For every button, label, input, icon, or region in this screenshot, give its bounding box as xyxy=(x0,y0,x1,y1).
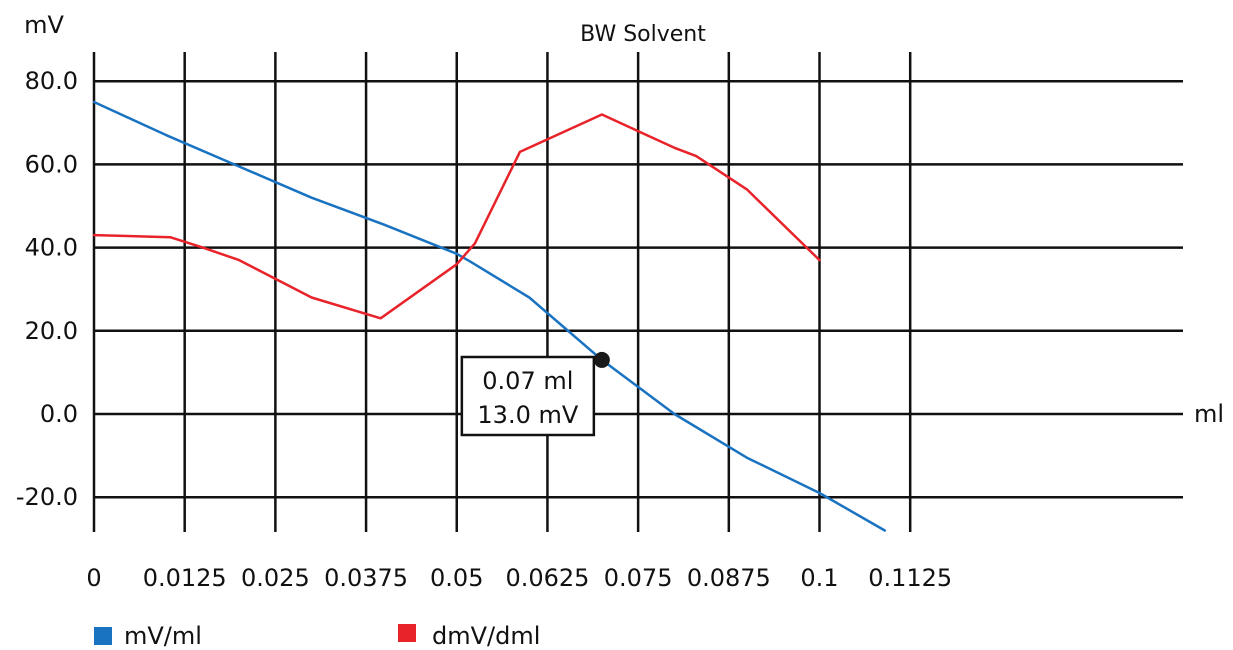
x-tick-label: 0.0875 xyxy=(687,564,771,592)
y-axis-unit-label: mV xyxy=(24,11,64,39)
y-tick-label: -20.0 xyxy=(16,483,78,511)
y-tick-label: 40.0 xyxy=(25,234,78,262)
y-tick-label: 0.0 xyxy=(40,400,78,428)
y-tick-label: 20.0 xyxy=(25,317,78,345)
annotation-marker xyxy=(593,351,610,368)
x-axis-unit-label: ml xyxy=(1194,400,1224,428)
x-tick-label: 0.025 xyxy=(241,564,310,592)
annotation-y-value: 13.0 mV xyxy=(477,401,578,429)
x-tick-label: 0.0625 xyxy=(505,564,589,592)
x-tick-label: 0.075 xyxy=(604,564,673,592)
legend-label-mv-ml: mV/ml xyxy=(124,622,202,650)
y-tick-label: 60.0 xyxy=(25,150,78,178)
legend-swatch-dmv-dml xyxy=(398,624,416,642)
x-tick-label: 0.0125 xyxy=(143,564,227,592)
chart-title: BW Solvent xyxy=(580,22,706,47)
series-line-mv-ml xyxy=(92,100,887,532)
legend: mV/ml dmV/dml xyxy=(94,622,540,650)
x-tick-label: 0 xyxy=(86,564,101,592)
series-line-dmv-dml xyxy=(92,113,821,320)
x-tick-label: 0.05 xyxy=(430,564,483,592)
grid xyxy=(92,52,1183,532)
data-point-annotation: 0.07 ml 13.0 mV xyxy=(460,351,610,437)
series-lines xyxy=(92,100,887,532)
x-tick-label: 0.1 xyxy=(800,564,838,592)
x-tick-label: 0.0375 xyxy=(324,564,408,592)
y-tick-label: 80.0 xyxy=(25,67,78,95)
x-tick-label: 0.1125 xyxy=(868,564,952,592)
legend-swatch-mv-ml xyxy=(94,627,112,645)
legend-label-dmv-dml: dmV/dml xyxy=(432,622,540,650)
annotation-box xyxy=(460,355,596,437)
tick-labels: 0 0.0125 0.025 0.0375 0.05 0.0625 0.075 0.0875 0… xyxy=(16,67,952,592)
annotation-x-value: 0.07 ml xyxy=(482,367,573,395)
